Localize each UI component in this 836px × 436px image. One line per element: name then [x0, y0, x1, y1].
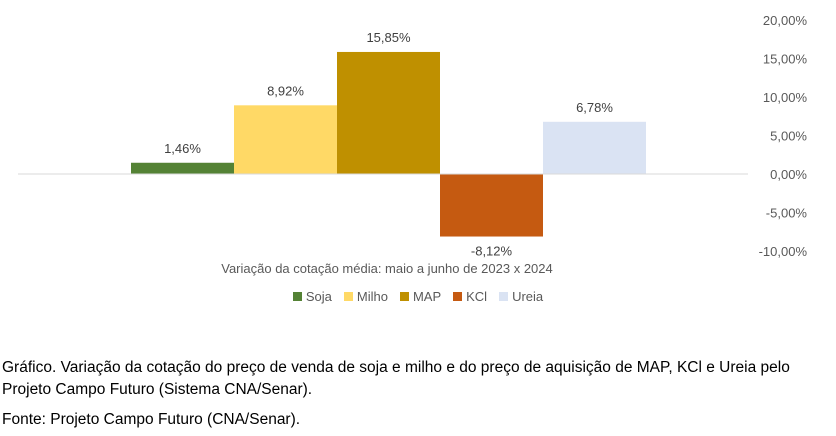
- legend-label: MAP: [412, 289, 442, 304]
- legend-label: Ureia: [512, 289, 544, 304]
- bar-ureia: [543, 121, 646, 174]
- bar-kcl: [440, 174, 543, 237]
- legend-swatch: [499, 292, 509, 301]
- legend-item: Milho: [343, 289, 388, 304]
- legend-label: Milho: [356, 289, 388, 304]
- data-label: 1,46%: [164, 141, 201, 156]
- bar-map: [337, 51, 440, 174]
- data-label: 8,92%: [267, 83, 304, 98]
- y-tick-label: 15,00%: [763, 52, 808, 67]
- legend-swatch: [399, 292, 409, 301]
- legend-label: Soja: [305, 289, 332, 304]
- data-label: -8,12%: [471, 244, 513, 259]
- legend-swatch: [343, 292, 353, 301]
- x-axis-title: Variação da cotação média: maio a junho …: [221, 261, 553, 276]
- bars-group: [131, 51, 646, 237]
- legend-label: KCl: [466, 289, 488, 304]
- y-tick-label: 5,00%: [770, 129, 807, 144]
- y-tick-label: 20,00%: [763, 13, 808, 28]
- legend-item: Soja: [292, 289, 332, 304]
- legend-swatch: [453, 292, 463, 301]
- data-label: 6,78%: [576, 100, 613, 115]
- legend: Soja Milho MAP KCl Ureia: [0, 289, 836, 304]
- figure-source: Fonte: Projeto Campo Futuro (CNA/Senar).: [2, 411, 301, 428]
- figure-caption: Gráfico. Variação da cotação do preço de…: [2, 359, 790, 398]
- legend-item: Ureia: [499, 289, 543, 304]
- y-axis-ticks: 20,00% 15,00% 10,00% 5,00% 0,00% -5,00% -10,00…: [759, 13, 808, 259]
- bar-chart: 20,00% 15,00% 10,00% 5,00% 0,00% -5,00% -10,00…: [18, 13, 808, 276]
- y-tick-label: -5,00%: [766, 206, 808, 221]
- y-tick-label: 10,00%: [763, 90, 808, 105]
- legend-item: KCl: [453, 289, 487, 304]
- bar-soja: [131, 162, 234, 174]
- bar-milho: [234, 105, 337, 174]
- legend-item: MAP: [399, 289, 442, 304]
- y-tick-label: -10,00%: [759, 244, 808, 259]
- data-label: 15,85%: [366, 30, 411, 45]
- data-labels: 1,46% 8,92% 15,85% -8,12% 6,78%: [164, 30, 613, 259]
- legend-swatch: [292, 292, 302, 301]
- y-tick-label: 0,00%: [770, 167, 807, 182]
